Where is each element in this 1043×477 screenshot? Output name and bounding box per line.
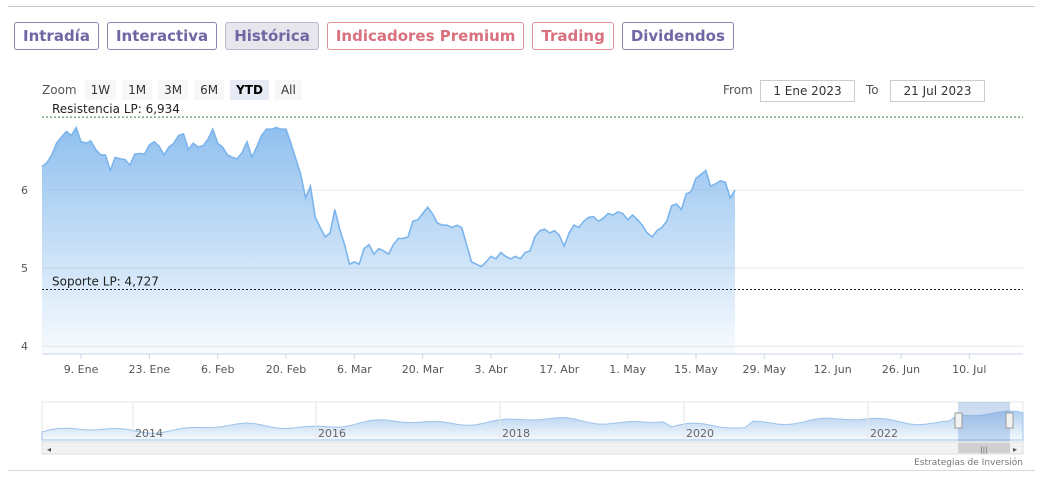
- tab-trading[interactable]: Trading: [532, 22, 614, 50]
- x-tick-label: 6. Feb: [201, 363, 234, 376]
- navigator[interactable]: 2014 2016 2018 2020 2022 ◂ ▸ |||: [41, 401, 1024, 455]
- from-label: From: [723, 83, 753, 97]
- navigator-tick-label: 2020: [686, 427, 714, 440]
- navigator-selection[interactable]: [958, 402, 1010, 442]
- navigator-right-handle[interactable]: [1005, 412, 1014, 429]
- zoom-button-3m[interactable]: 3M: [158, 80, 189, 100]
- navigator-tick-label: 2018: [502, 427, 530, 440]
- tab-historica[interactable]: Histórica: [225, 22, 319, 50]
- tab-indicadores-premium[interactable]: Indicadores Premium: [326, 22, 525, 50]
- resistance-label: Resistencia LP: 6,934: [52, 102, 180, 116]
- y-tick-label: 5: [21, 262, 28, 275]
- y-tick-label: 4: [21, 340, 28, 353]
- to-label: To: [866, 83, 879, 97]
- scroll-left-arrow-icon[interactable]: ◂: [47, 445, 51, 454]
- chart-tabs: Intradía Interactiva Histórica Indicador…: [14, 22, 734, 50]
- x-tick-label: 15. May: [674, 363, 718, 376]
- y-tick-label: 6: [21, 184, 28, 197]
- top-divider: [8, 6, 1035, 7]
- x-tick-label: 20. Feb: [266, 363, 306, 376]
- zoom-button-1w[interactable]: 1W: [84, 80, 117, 100]
- zoom-button-all[interactable]: All: [274, 80, 302, 100]
- navigator-scrollbar-thumb[interactable]: [958, 443, 1010, 453]
- x-tick-label: 29. May: [742, 363, 786, 376]
- tab-intradia[interactable]: Intradía: [14, 22, 99, 50]
- price-line: [41, 125, 736, 268]
- scroll-right-arrow-icon[interactable]: ▸: [1013, 445, 1017, 454]
- x-axis-ticks: 9. Ene 23. Ene 6. Feb 20. Feb 6. Mar 20. Mar 3…: [64, 354, 986, 376]
- navigator-left-handle[interactable]: [954, 412, 963, 429]
- scrollbar-grip-icon: |||: [980, 446, 987, 454]
- x-tick-label: 23. Ene: [129, 363, 171, 376]
- from-date-input[interactable]: 1 Ene 2023: [760, 80, 855, 102]
- tab-interactiva[interactable]: Interactiva: [106, 22, 218, 50]
- zoom-button-ytd[interactable]: YTD: [230, 80, 269, 100]
- x-tick-label: 20. Mar: [402, 363, 444, 376]
- bottom-divider: [8, 470, 1035, 471]
- price-area: [42, 127, 735, 354]
- x-tick-label: 1. May: [609, 363, 646, 376]
- x-tick-label: 6. Mar: [337, 363, 372, 376]
- x-tick-label: 3. Abr: [474, 363, 507, 376]
- navigator-tick-label: 2014: [135, 427, 163, 440]
- navigator-ticks: 2014 2016 2018 2020 2022: [132, 402, 898, 440]
- zoom-button-6m[interactable]: 6M: [194, 80, 225, 100]
- x-tick-label: 26. Jun: [882, 363, 920, 376]
- zoom-selector: Zoom 1W 1M 3M 6M YTD All: [42, 80, 308, 100]
- zoom-button-1m[interactable]: 1M: [122, 80, 153, 100]
- to-date-input[interactable]: 21 Jul 2023: [890, 80, 985, 102]
- tab-dividendos[interactable]: Dividendos: [621, 22, 734, 50]
- y-axis-ticks: 4 5 6: [21, 184, 28, 353]
- x-tick-label: 9. Ene: [64, 363, 99, 376]
- zoom-label: Zoom: [42, 83, 77, 97]
- navigator-tick-label: 2022: [870, 427, 898, 440]
- navigator-tick-label: 2016: [318, 427, 346, 440]
- navigator-scrollbar[interactable]: [41, 441, 1024, 455]
- x-tick-label: 17. Abr: [539, 363, 579, 376]
- chart-credit: Estrategias de Inversión: [914, 457, 1023, 468]
- x-tick-label: 10. Jul: [952, 363, 986, 376]
- x-tick-label: 12. Jun: [814, 363, 852, 376]
- support-label: Soporte LP: 4,727: [52, 274, 159, 288]
- navigator-area: [41, 410, 1024, 441]
